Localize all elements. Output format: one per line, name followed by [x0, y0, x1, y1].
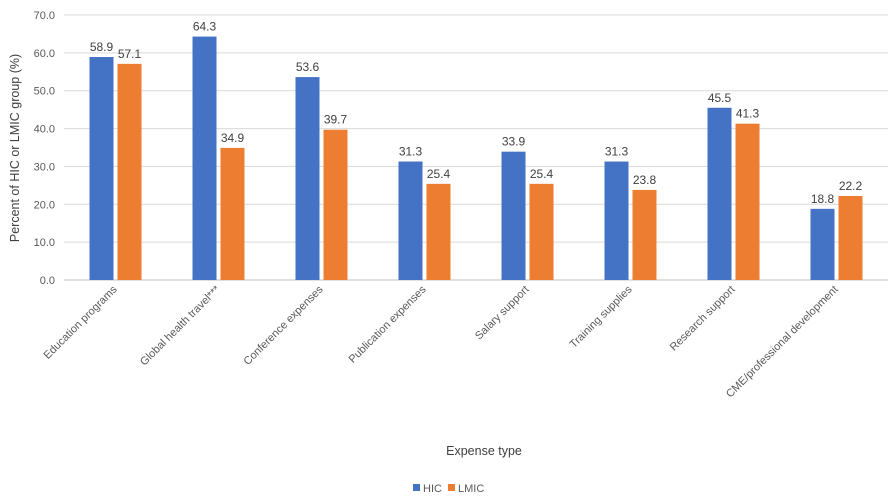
- data-label: 31.3: [605, 145, 629, 159]
- y-tick-label: 50.0: [34, 86, 55, 98]
- bar-hic: [707, 107, 732, 280]
- legend-label-hic: HIC: [423, 483, 442, 495]
- legend-swatch-hic: [413, 484, 420, 491]
- bar-lmic: [323, 129, 348, 280]
- y-tick-label: 20.0: [34, 199, 55, 211]
- bar-hic: [810, 208, 835, 280]
- y-axis-title: Percent of HIC or LMIC group (%): [8, 54, 22, 242]
- data-label: 25.4: [530, 167, 554, 181]
- category-label: Global health travel***: [138, 283, 223, 368]
- data-label: 25.4: [427, 167, 451, 181]
- data-label: 57.1: [118, 47, 142, 61]
- y-tick-label: 0.0: [40, 275, 55, 287]
- data-label: 58.9: [90, 40, 114, 54]
- data-label: 64.3: [193, 20, 217, 34]
- bar-hic: [295, 77, 320, 280]
- bar-lmic: [838, 195, 863, 280]
- data-labels: 58.9 57.1 64.3 34.9 53.6 39.7 31.3 25.4 33.9 25.4…: [90, 20, 863, 206]
- category-label: Salary support: [473, 284, 532, 343]
- data-label: 45.5: [708, 91, 732, 105]
- bar-hic: [89, 57, 114, 281]
- data-label: 23.8: [633, 173, 657, 187]
- category-label: CME/professional development: [724, 284, 841, 401]
- legend-label-lmic: LMIC: [458, 483, 484, 495]
- gridlines: [64, 14, 888, 281]
- bar-lmic: [220, 147, 245, 280]
- bar-hic: [604, 161, 629, 280]
- category-label: Research support: [668, 284, 738, 354]
- y-tick-label: 60.0: [34, 48, 55, 60]
- bar-lmic: [632, 189, 657, 280]
- category-label: Conference expenses: [241, 283, 326, 368]
- data-label: 41.3: [736, 107, 760, 121]
- data-label: 34.9: [221, 131, 245, 145]
- y-axis-ticks: 0.0 10.0 20.0 30.0 40.0 50.0 60.0 70.0: [34, 10, 55, 287]
- y-tick-label: 70.0: [34, 10, 55, 22]
- category-label: Education programs: [42, 283, 120, 361]
- y-tick-label: 30.0: [34, 161, 55, 173]
- data-label: 18.8: [811, 192, 835, 206]
- data-label: 33.9: [502, 135, 526, 149]
- legend-swatch-lmic: [448, 484, 455, 491]
- bar-lmic: [735, 123, 760, 281]
- bars: [89, 36, 863, 281]
- bar-hic: [501, 151, 526, 280]
- bar-hic: [192, 36, 217, 281]
- data-label: 39.7: [324, 113, 348, 127]
- bar-lmic: [529, 183, 554, 280]
- category-label: Publication expenses: [347, 283, 429, 365]
- category-label: Training supplies: [568, 283, 635, 350]
- data-label: 22.2: [839, 179, 863, 193]
- y-tick-label: 10.0: [34, 237, 55, 249]
- bar-lmic: [426, 183, 451, 280]
- bar-lmic: [117, 63, 142, 281]
- y-tick-label: 40.0: [34, 124, 55, 136]
- legend: HIC LMIC: [413, 483, 484, 495]
- x-axis-title: Expense type: [446, 444, 522, 458]
- data-label: 31.3: [399, 145, 423, 159]
- data-label: 53.6: [296, 60, 320, 74]
- x-axis-categories: Education programs Global health travel**…: [42, 283, 841, 400]
- bar-hic: [398, 161, 423, 280]
